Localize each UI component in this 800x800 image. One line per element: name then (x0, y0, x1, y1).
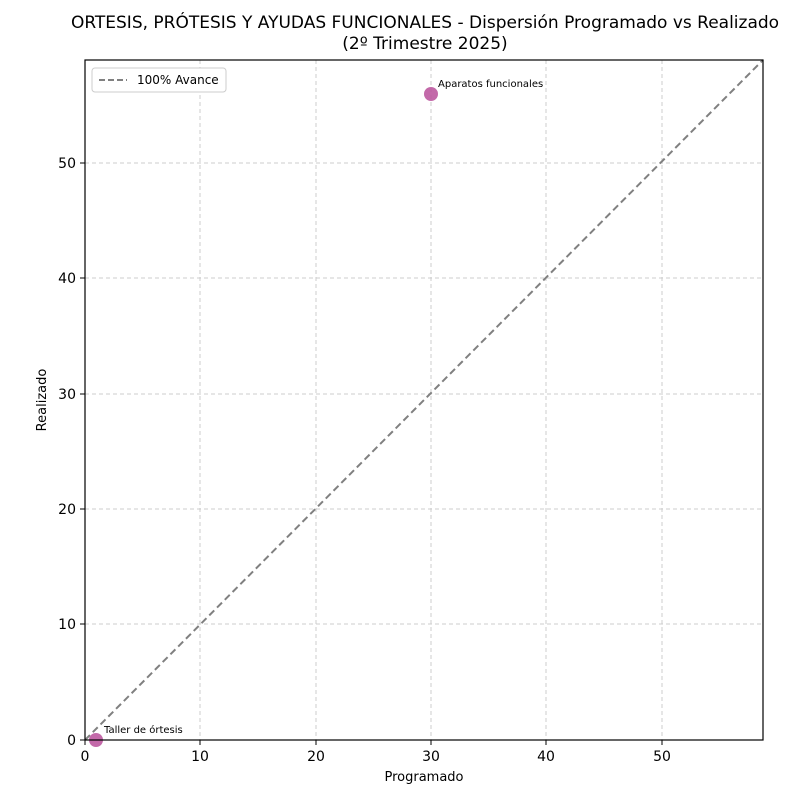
x-tick-label: 40 (537, 749, 555, 765)
x-tick-label: 0 (81, 749, 90, 765)
x-axis-label: Programado (384, 770, 463, 785)
y-tick-label: 30 (58, 387, 76, 403)
x-tick-label: 50 (653, 749, 671, 765)
chart-title-line2: (2º Trimestre 2025) (342, 34, 508, 54)
y-tick-label: 50 (58, 156, 76, 172)
y-axis-label: Realizado (35, 369, 50, 432)
x-tick-label: 10 (191, 749, 209, 765)
x-tick-label: 20 (307, 749, 325, 765)
y-tick-label: 0 (67, 733, 76, 749)
y-tick-label: 20 (58, 502, 76, 518)
reference-line-100 (84, 59, 764, 741)
chart-title: ORTESIS, PRÓTESIS Y AYUDAS FUNCIONALES -… (0, 13, 800, 55)
y-axis (80, 162, 85, 741)
legend-label: 100% Avance (137, 73, 219, 87)
annotation-aparatos-funcionales: Aparatos funcionales (438, 79, 543, 90)
annotation-taller-de-ortesis: Taller de órtesis (103, 724, 183, 736)
y-tick-label: 10 (58, 617, 76, 633)
x-tick-label: 30 (422, 749, 440, 765)
x-axis (84, 740, 663, 745)
data-point-aparatos-funcionales[interactable] (424, 87, 438, 101)
chart-title-line1: ORTESIS, PRÓTESIS Y AYUDAS FUNCIONALES -… (70, 13, 780, 33)
y-tick-label: 40 (58, 271, 76, 287)
legend: 100% Avance (91, 67, 227, 93)
plot-area (84, 59, 764, 741)
grid (85, 60, 763, 740)
